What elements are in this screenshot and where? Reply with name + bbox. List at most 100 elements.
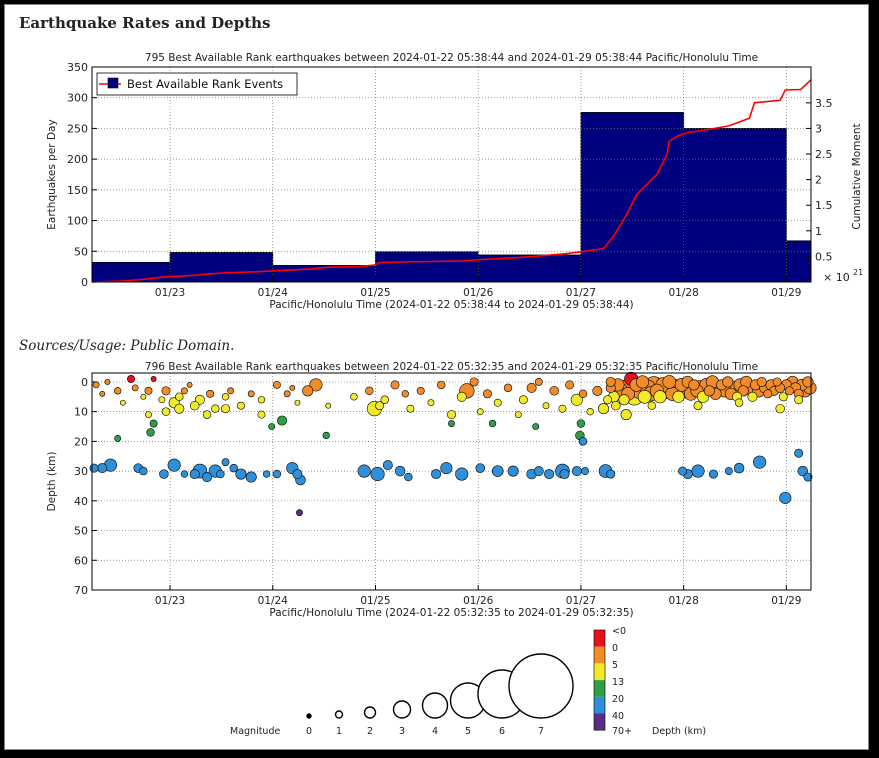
chart1-ytick-label-3: 150	[67, 184, 88, 197]
magnitude-legend-label: Magnitude	[230, 726, 280, 737]
chart1-xtick-label-3: 01/26	[463, 287, 494, 299]
quake-point-114	[475, 463, 485, 473]
quake-point-2	[104, 379, 111, 385]
sources-usage-text: Sources/Usage: Public Domain.	[19, 338, 235, 354]
quake-point-46	[416, 386, 425, 395]
chart1-plot-frame	[91, 66, 812, 283]
chart1-title: 795 Best Available Rank earthquakes betw…	[145, 52, 758, 64]
chart1-xtick-label-1: 01/24	[258, 287, 289, 299]
quake-point-123	[581, 467, 589, 476]
quake-point-48	[437, 380, 446, 390]
quake-point-148	[636, 375, 650, 389]
quake-point-67	[586, 407, 594, 416]
depth-colorbar-label-0: <0	[612, 626, 626, 637]
quake-point-107	[370, 467, 385, 482]
quake-point-136	[803, 472, 813, 482]
chart1-ylabel: Earthquakes per Day	[46, 119, 58, 229]
quake-point-40	[365, 386, 374, 396]
quake-point-37	[257, 410, 266, 419]
quake-point-10	[158, 396, 166, 404]
quake-point-54	[482, 389, 492, 399]
quake-point-38	[277, 415, 288, 426]
chart1-xtick-label-5: 01/28	[669, 287, 699, 299]
chart1-xtick-label-4: 01/27	[566, 287, 596, 299]
rate-bar-1	[169, 252, 274, 283]
depth-colorbar-segment-0	[594, 630, 605, 647]
quake-point-75	[146, 428, 155, 437]
quake-point-81	[268, 423, 276, 430]
chart1-xlabel: Pacific/Honolulu Time (2024-01-22 05:38:…	[269, 299, 633, 311]
quake-point-106	[357, 464, 371, 478]
cumulative-moment-line	[91, 79, 812, 283]
quake-point-119	[544, 469, 555, 480]
quake-point-77	[114, 434, 122, 442]
quake-point-101	[272, 469, 282, 479]
chart1-y2-multiplier: × 10	[823, 271, 850, 284]
depth-colorbar-label-5: 40	[612, 711, 624, 722]
quake-point-13	[175, 392, 184, 401]
rate-bar-5	[580, 112, 685, 283]
chart2-ytick-label-4: 40	[74, 495, 88, 508]
quake-point-72	[488, 419, 497, 428]
quake-point-131	[733, 462, 745, 474]
depth-colorbar-segment-4	[594, 696, 605, 714]
magnitude-tick-7: 7	[538, 726, 544, 737]
quake-point-35	[202, 410, 212, 419]
magnitude-circle-1	[334, 710, 344, 719]
chart2-ytick-label-6: 60	[74, 554, 88, 567]
quake-point-0	[92, 381, 100, 389]
depth-colorbar-segment-1	[594, 646, 605, 664]
quake-point-204	[611, 400, 621, 411]
quake-point-170	[703, 385, 715, 397]
quake-point-50	[456, 391, 467, 402]
quake-point-8	[144, 386, 153, 395]
chart1-ytick-label-6: 300	[67, 92, 88, 105]
quake-point-90	[180, 470, 189, 478]
quake-point-126	[678, 466, 688, 476]
chart1-ytick-label-7: 350	[67, 61, 88, 74]
magnitude-tick-0: 0	[306, 726, 312, 737]
quake-point-109	[394, 465, 406, 477]
chart1-y2tick-label-2: 1.5	[815, 199, 833, 212]
chart2-xlabel: Pacific/Honolulu Time (2024-01-22 05:32:…	[269, 607, 633, 619]
chart1-xtick-label-2: 01/25	[360, 287, 390, 299]
quake-point-19	[221, 393, 230, 401]
quake-point-39	[350, 393, 358, 401]
quake-point-192	[772, 377, 782, 387]
magnitude-tick-4: 4	[432, 726, 438, 737]
quake-point-88	[159, 469, 169, 479]
chart1-y2tick-label-6: 3.5	[815, 97, 833, 110]
quake-point-58	[518, 395, 528, 405]
chart1-y2tick-label-1: 1	[815, 225, 822, 238]
quake-point-121	[559, 469, 570, 480]
depth-colorbar-segment-5	[594, 713, 605, 731]
chart2-ytick-label-5: 50	[74, 525, 88, 538]
quake-point-53	[476, 408, 484, 416]
quake-point-99	[245, 471, 257, 483]
quake-point-154	[653, 390, 667, 404]
quake-point-111	[431, 469, 442, 480]
quake-point-196	[784, 386, 794, 396]
quake-point-9	[150, 376, 157, 382]
quake-point-65	[570, 393, 583, 406]
quake-point-76	[149, 419, 158, 428]
chart1-xtick-label-6: 01/29	[771, 287, 801, 299]
quake-point-45	[406, 404, 415, 413]
quake-point-17	[206, 389, 215, 398]
quake-point-160	[672, 390, 685, 403]
quake-point-89	[167, 458, 181, 472]
quake-point-115	[491, 465, 504, 477]
quake-point-74	[448, 420, 455, 427]
quake-point-97	[229, 463, 238, 473]
quake-point-14	[181, 387, 188, 395]
quake-point-116	[507, 465, 519, 477]
quake-point-43	[390, 380, 400, 390]
page-title: Earthquake Rates and Depths	[19, 14, 271, 32]
quake-point-96	[221, 458, 230, 467]
chart1-ytick-label-4: 200	[67, 153, 88, 166]
quake-point-202	[802, 376, 814, 388]
chart2-ytick-label-0: 0	[81, 376, 88, 389]
quake-point-42	[380, 395, 389, 404]
quake-point-69	[598, 403, 610, 415]
chart1-y2tick-label-3: 2	[815, 174, 822, 187]
